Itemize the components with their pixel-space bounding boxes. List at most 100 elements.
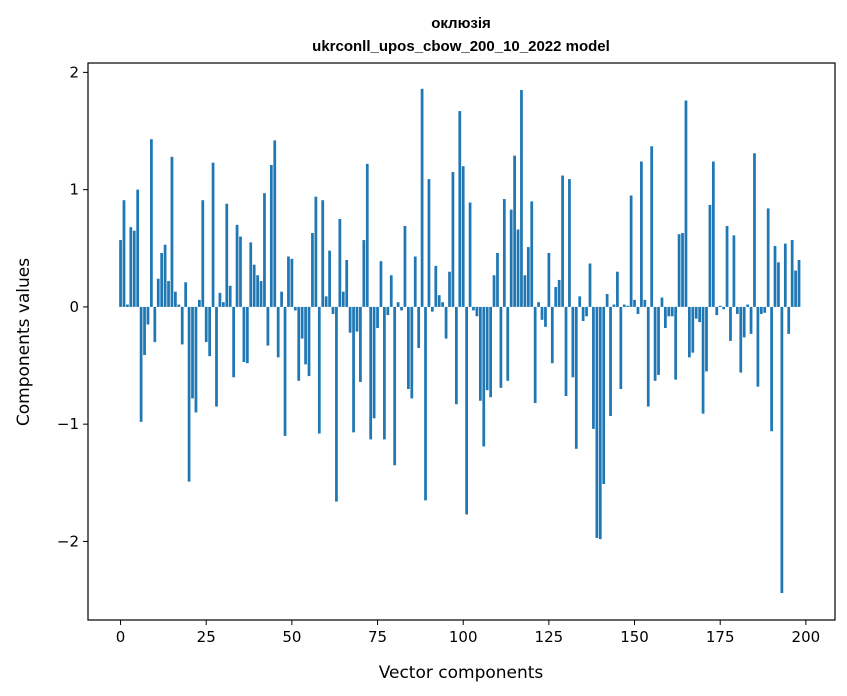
y-tick-label: 0: [69, 298, 79, 316]
bar: [756, 306, 760, 387]
bar: [283, 306, 287, 436]
bar: [321, 200, 325, 307]
bar: [794, 270, 797, 307]
bar: [485, 306, 489, 391]
bar: [770, 306, 773, 432]
bar: [588, 263, 592, 307]
bar: [263, 193, 266, 307]
bar: [139, 306, 143, 422]
bar: [711, 161, 715, 307]
bar: [465, 306, 469, 515]
bar: [739, 306, 743, 373]
bar: [311, 233, 314, 307]
bar: [722, 306, 725, 310]
bar: [314, 196, 318, 307]
bar: [232, 306, 235, 378]
bar: [427, 179, 431, 307]
bar: [732, 235, 736, 307]
bar: [571, 306, 575, 378]
bar: [557, 279, 561, 307]
bar: [506, 306, 510, 381]
bar: [530, 201, 534, 307]
bar: [790, 240, 794, 307]
x-tick-label: 100: [449, 628, 478, 646]
bar: [664, 306, 667, 329]
bars-group: [119, 88, 801, 594]
bar: [533, 306, 537, 404]
bar: [564, 306, 568, 397]
bar: [513, 155, 516, 307]
bar: [372, 306, 376, 419]
bar: [759, 306, 763, 314]
bar: [780, 306, 784, 594]
bar: [629, 195, 633, 307]
bar: [417, 306, 421, 348]
bar: [701, 306, 705, 414]
bar: [688, 306, 691, 358]
bar: [578, 296, 582, 307]
bar: [633, 299, 636, 307]
bar: [489, 306, 492, 398]
bar: [266, 306, 270, 346]
bar: [609, 306, 612, 416]
bar: [403, 226, 407, 307]
bar: [753, 153, 756, 307]
bar: [499, 306, 503, 388]
bar: [708, 204, 712, 307]
bar: [293, 306, 297, 311]
bar: [304, 306, 307, 365]
bar: [735, 306, 739, 314]
bar: [705, 306, 708, 372]
bar: [437, 295, 441, 307]
bar: [783, 243, 787, 307]
bar: [163, 244, 167, 307]
bar: [194, 306, 198, 413]
x-axis-ticks: 0 25 50 75 100 125 150 175 200: [116, 620, 820, 646]
chart-subtitle: ukrconll_upos_cbow_200_10_2022 model: [312, 38, 610, 55]
bar: [269, 165, 273, 307]
bar: [592, 306, 595, 429]
bar: [290, 258, 294, 307]
bar: [413, 256, 417, 307]
bar: [646, 306, 650, 407]
bar: [729, 306, 732, 341]
bar: [335, 306, 338, 502]
bar: [725, 226, 729, 307]
bar: [547, 252, 551, 307]
bar: [441, 302, 445, 307]
bar: [317, 306, 321, 434]
bar: [684, 100, 688, 307]
x-tick-label: 25: [197, 628, 216, 646]
bar: [657, 306, 660, 375]
bar: [626, 305, 630, 307]
bar: [766, 208, 770, 307]
bar: [424, 306, 427, 501]
bar: [146, 306, 150, 325]
bar: [410, 306, 414, 399]
bar: [379, 261, 383, 307]
x-tick-label: 75: [368, 628, 387, 646]
bar: [777, 262, 780, 307]
bar: [691, 306, 695, 353]
bar: [616, 271, 619, 307]
bar: [787, 306, 791, 334]
bar: [698, 306, 702, 323]
bar: [478, 306, 482, 401]
bar: [365, 163, 369, 307]
bar: [256, 275, 259, 307]
bar: [300, 306, 304, 339]
bar: [132, 230, 136, 307]
y-axis-ticks: −2 −1 0 1 2: [57, 63, 88, 550]
bar: [307, 306, 311, 377]
bar: [355, 306, 359, 332]
bar: [605, 294, 609, 307]
bar: [595, 306, 599, 538]
bar: [352, 306, 355, 433]
bar: [650, 146, 654, 307]
bar: [287, 256, 290, 307]
bar: [492, 275, 496, 307]
bar: [184, 282, 188, 307]
bar: [482, 306, 486, 447]
bar: [328, 250, 331, 307]
bar: [383, 306, 386, 440]
